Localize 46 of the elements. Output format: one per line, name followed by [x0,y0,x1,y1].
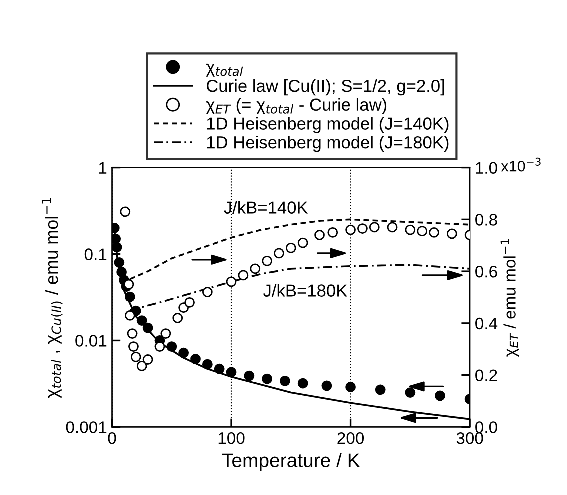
point [262,374,272,384]
point [178,348,190,358]
y-tick-label: 0.001 [66,422,107,434]
point [114,257,125,268]
point [226,367,237,378]
legend-label: χ$_{total}$ [206,64,244,77]
x-tick-label: 100 [218,432,245,444]
point [435,390,446,402]
annotation: J/kB=180K [264,284,348,297]
point [298,378,308,389]
x-tick-label: 300 [456,432,484,444]
legend-label: 1D Heisenberg model (J=140K) [207,117,449,134]
point [405,388,416,398]
text: x10$^{−3}$ [501,158,541,172]
y2-tick-label: 0.0 [476,422,498,434]
y-tick-label: 0.01 [76,335,107,347]
point [142,322,154,334]
y2-tick-label: 0.8 [476,214,498,226]
point [190,354,201,364]
point [124,292,136,302]
point [166,342,178,352]
legend-label: Curie law [Cu(II); S=1/2, g=2.0] [206,79,444,96]
y2-tick-label: 0.6 [476,266,498,278]
y-axis-title: χ$_{total}$ , χ$_{Cu(II)}$ / emu mol$^{−1}$ [42,198,63,398]
annotation: J/kB=140K [224,201,308,214]
point [136,316,148,326]
point [244,370,255,382]
legend-label: 1D Heisenberg model (J=180K) [207,136,449,152]
point [116,267,127,278]
x-tick-label: 200 [338,432,364,444]
point [112,242,122,253]
x-axis-title: Temperature / K [222,453,360,472]
y-tick-label: 1 [99,162,107,174]
y2-axis-title: χ$_{ET}$ / emu mol$^{−1}$ [500,239,520,358]
point [214,364,225,374]
point [280,376,290,386]
legend-label: χ$_{ET}$ (= χ$_{total}$ - Curie law) [206,98,387,114]
point [346,382,356,392]
x-tick-label: 0 [108,432,116,444]
point [375,384,386,396]
y2-tick-label: 0.2 [476,370,498,382]
y2-tick-label: 0.4 [476,318,498,330]
point [322,380,332,392]
y-tick-label: 0.1 [84,248,107,260]
y2-tick-label: 1.0 [476,162,498,174]
point [202,359,213,370]
